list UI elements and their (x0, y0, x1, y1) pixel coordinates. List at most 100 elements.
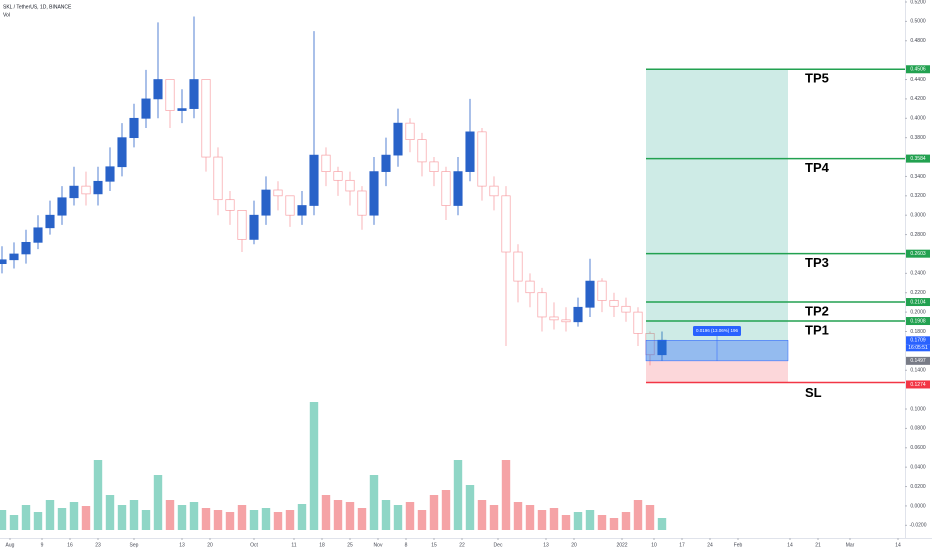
candle-body (153, 79, 163, 100)
candle-body (621, 305, 631, 313)
y-tick-label: 0.3800 (910, 135, 926, 141)
volume-bar (81, 506, 91, 530)
volume-bar (357, 508, 367, 530)
y-tick-label: 0.1000 (910, 406, 926, 412)
y-tick-label: 0.1800 (910, 329, 926, 335)
x-tick-label: 8 (405, 542, 408, 548)
x-tick-label: 16 (67, 542, 73, 548)
volume-bar (225, 512, 235, 530)
candle-body (165, 79, 175, 111)
target-value-box (906, 317, 930, 326)
x-tick-label: 9 (41, 542, 44, 548)
y-tick-label: 0.0000 (910, 503, 926, 509)
volume-bar (393, 505, 403, 530)
volume-bar (477, 500, 487, 530)
target-value: 0.4506 (910, 67, 926, 73)
x-tick-label: 11 (291, 542, 296, 548)
candle-body (633, 311, 643, 334)
volume-bar (141, 510, 151, 530)
volume-bar (513, 502, 523, 530)
x-tick-label: 20 (571, 542, 577, 548)
candle-body (309, 154, 319, 206)
volume-bar (165, 500, 175, 530)
candle-body (117, 137, 127, 168)
y-tick-label: 0.2400 (910, 271, 926, 277)
candle-body (477, 131, 487, 187)
volume-bar (105, 495, 115, 530)
volume-bar (609, 518, 619, 530)
stop-name: SL (805, 385, 822, 400)
y-tick-label: 0.1400 (910, 368, 926, 374)
target-value-box (906, 298, 930, 307)
candle-body (405, 122, 415, 140)
volume-bar (501, 460, 511, 530)
current-value-box (906, 336, 930, 345)
loss-zone (646, 360, 788, 383)
volume-bar (489, 505, 499, 530)
candle-body (261, 189, 271, 216)
volume-bar (213, 510, 223, 530)
y-tick-label: 0.0400 (910, 464, 926, 470)
y-tick-label: 0.5000 (910, 19, 926, 25)
target-value-box (906, 154, 930, 163)
x-tick-label: 25 (347, 542, 353, 548)
volume-bar (537, 510, 547, 530)
volume-bar (333, 500, 343, 530)
candle-body (201, 79, 211, 158)
volume-bar (285, 510, 295, 530)
x-tick-label: 20 (207, 542, 213, 548)
target-value: 0.3584 (910, 156, 926, 162)
volume-bar (69, 502, 79, 530)
volume-bar (621, 512, 631, 530)
volume-bar (45, 500, 55, 530)
volume-bar (345, 502, 355, 530)
x-tick-label: 23 (95, 542, 101, 548)
candle-body (273, 189, 283, 197)
entry-value: 0.1497 (910, 358, 926, 364)
volume-bar (153, 475, 163, 530)
y-tick-label: 0.3200 (910, 193, 926, 199)
symbol-title: SKL / TetherUS, 1D, BINANCE (3, 4, 72, 10)
x-tick-label: 21 (815, 542, 821, 548)
candle-body (321, 154, 331, 172)
candle-body (345, 179, 355, 192)
candle-body (525, 280, 535, 294)
y-tick-label: 0.0800 (910, 426, 926, 432)
candle-body (549, 316, 559, 321)
x-tick-label: 13 (179, 542, 185, 548)
candle-body (21, 241, 31, 255)
volume-bar (585, 510, 595, 530)
y-tick-label: 0.4400 (910, 77, 926, 83)
volume-bar (0, 510, 7, 530)
x-tick-label: 22 (459, 542, 465, 548)
volume-bar (261, 508, 271, 530)
candle-body (81, 185, 91, 195)
volume-bar (381, 500, 391, 530)
candle-body (69, 185, 79, 199)
x-tick-label: Oct (250, 542, 258, 548)
candle-body (501, 195, 511, 253)
volume-bar (237, 505, 247, 530)
candle-body (45, 214, 55, 229)
candle-body (249, 214, 259, 240)
volume-bar (561, 515, 571, 530)
candle-body (429, 161, 439, 172)
candle-body (285, 195, 295, 216)
candle-body (537, 292, 547, 318)
candle-body (417, 139, 427, 163)
target-value-box (906, 249, 930, 258)
x-tick-label: 17 (679, 542, 685, 548)
x-tick-label: 14 (787, 542, 793, 548)
x-tick-label: 2022 (616, 542, 627, 548)
candle-body (177, 108, 187, 111)
volume-bar (201, 508, 211, 530)
y-tick-label: 0.4800 (910, 38, 926, 44)
volume-bar (549, 508, 559, 530)
x-tick-label: Mar (846, 542, 855, 548)
target-name: TP1 (805, 322, 829, 337)
volume-bar (573, 512, 583, 530)
volume-bar (429, 495, 439, 530)
current-value: 0.1709 (910, 338, 926, 344)
candle-body (333, 171, 343, 181)
target-value-box (906, 65, 930, 74)
